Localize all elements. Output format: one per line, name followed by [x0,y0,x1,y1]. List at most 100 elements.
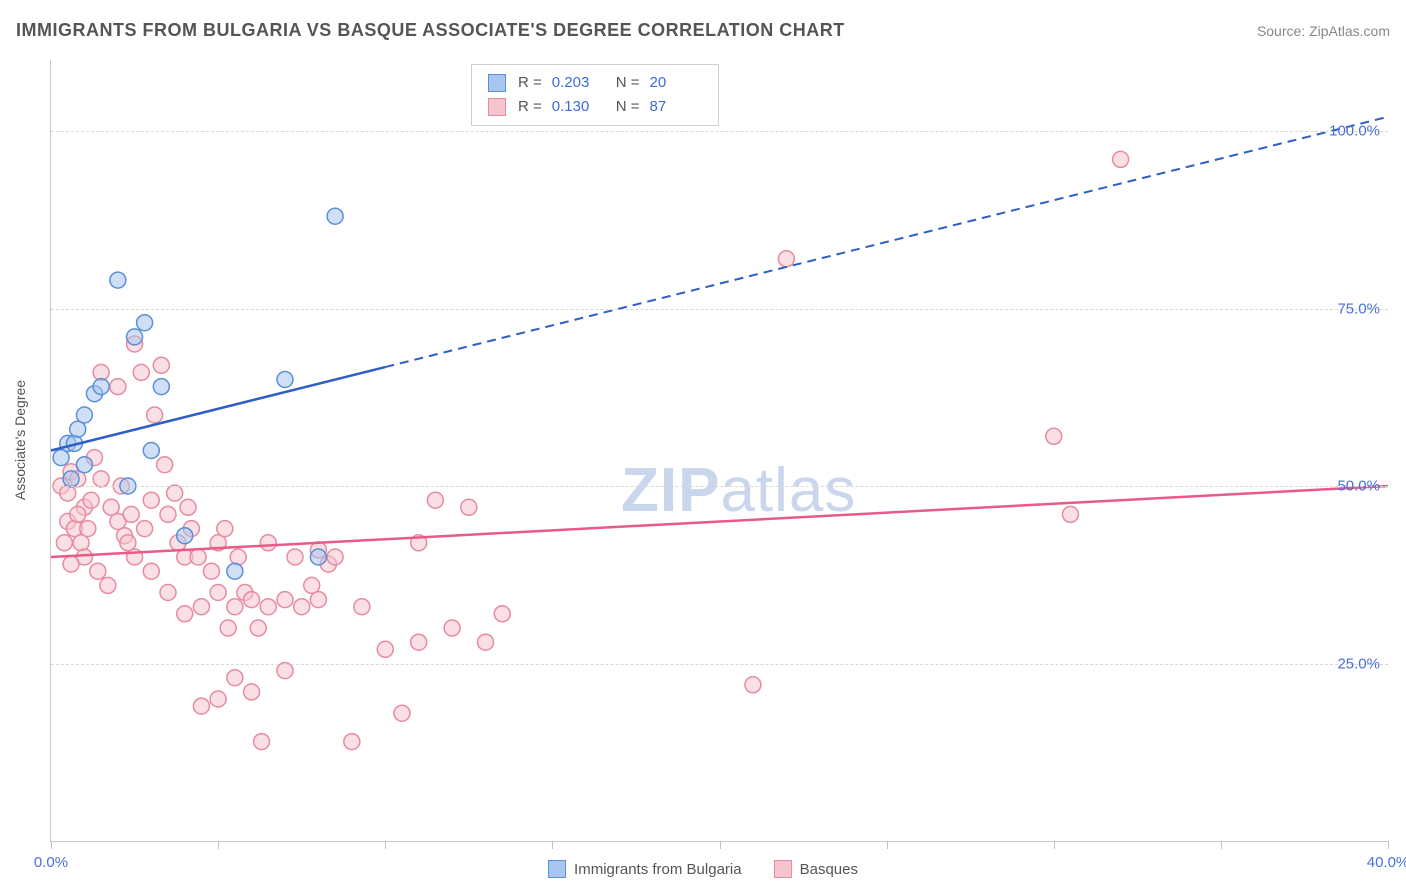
data-point [143,563,159,579]
data-point [210,691,226,707]
data-point [93,379,109,395]
trend-line [385,117,1388,367]
data-point [110,272,126,288]
data-point [167,485,183,501]
data-point [70,506,86,522]
data-point [327,208,343,224]
data-point [227,563,243,579]
data-point [160,506,176,522]
x-tick-label: 0.0% [34,854,68,871]
chart-title: IMMIGRANTS FROM BULGARIA VS BASQUE ASSOC… [16,20,845,41]
data-point [745,677,761,693]
y-tick-label: 25.0% [1337,655,1380,672]
data-point [143,443,159,459]
legend-series-label: Immigrants from Bulgaria [574,861,742,878]
data-point [250,620,266,636]
legend-series-label: Basques [800,861,858,878]
x-tick [1388,841,1389,849]
data-point [110,379,126,395]
chart-header: IMMIGRANTS FROM BULGARIA VS BASQUE ASSOC… [16,20,1390,41]
x-tick-label: 40.0% [1367,854,1406,871]
data-point [177,528,193,544]
x-tick [887,841,888,849]
data-point [93,471,109,487]
data-point [1062,506,1078,522]
data-point [344,734,360,750]
scatter-plot-svg [51,60,1388,841]
data-point [327,549,343,565]
x-tick [385,841,386,849]
data-point [76,457,92,473]
legend-series-item: Immigrants from Bulgaria [548,860,742,878]
data-point [478,634,494,650]
data-point [444,620,460,636]
data-point [147,407,163,423]
x-tick [720,841,721,849]
data-point [227,599,243,615]
gridline [51,131,1388,132]
data-point [217,521,233,537]
x-tick [218,841,219,849]
data-point [277,372,293,388]
data-point [210,585,226,601]
data-point [60,485,76,501]
data-point [137,315,153,331]
data-point [153,357,169,373]
y-axis-title: Associate's Degree [12,380,28,500]
data-point [354,599,370,615]
y-tick-label: 100.0% [1329,123,1380,140]
data-point [203,563,219,579]
y-tick-label: 50.0% [1337,478,1380,495]
data-point [133,364,149,380]
legend-series: Immigrants from Bulgaria Basques [548,860,858,878]
data-point [494,606,510,622]
data-point [260,599,276,615]
gridline [51,664,1388,665]
data-point [80,521,96,537]
data-point [193,599,209,615]
data-point [377,641,393,657]
data-point [153,379,169,395]
data-point [123,506,139,522]
data-point [254,734,270,750]
gridline [51,309,1388,310]
data-point [1113,151,1129,167]
trend-line [51,486,1388,557]
y-tick-label: 75.0% [1337,300,1380,317]
data-point [190,549,206,565]
data-point [127,329,143,345]
data-point [1046,428,1062,444]
x-tick [1054,841,1055,849]
source-credit: Source: ZipAtlas.com [1257,23,1390,39]
data-point [143,492,159,508]
data-point [260,535,276,551]
legend-series-item: Basques [774,860,858,878]
data-point [100,577,116,593]
data-point [244,684,260,700]
data-point [461,499,477,515]
data-point [160,585,176,601]
data-point [244,592,260,608]
data-point [177,606,193,622]
data-point [427,492,443,508]
data-point [157,457,173,473]
x-tick [51,841,52,849]
data-point [394,705,410,721]
data-point [277,663,293,679]
data-point [56,535,72,551]
legend-swatch [774,860,792,878]
data-point [76,407,92,423]
data-point [227,670,243,686]
x-tick [552,841,553,849]
data-point [230,549,246,565]
data-point [778,251,794,267]
data-point [310,592,326,608]
data-point [294,599,310,615]
x-tick [1221,841,1222,849]
data-point [63,556,79,572]
data-point [310,549,326,565]
data-point [287,549,303,565]
data-point [83,492,99,508]
data-point [220,620,236,636]
data-point [90,563,106,579]
